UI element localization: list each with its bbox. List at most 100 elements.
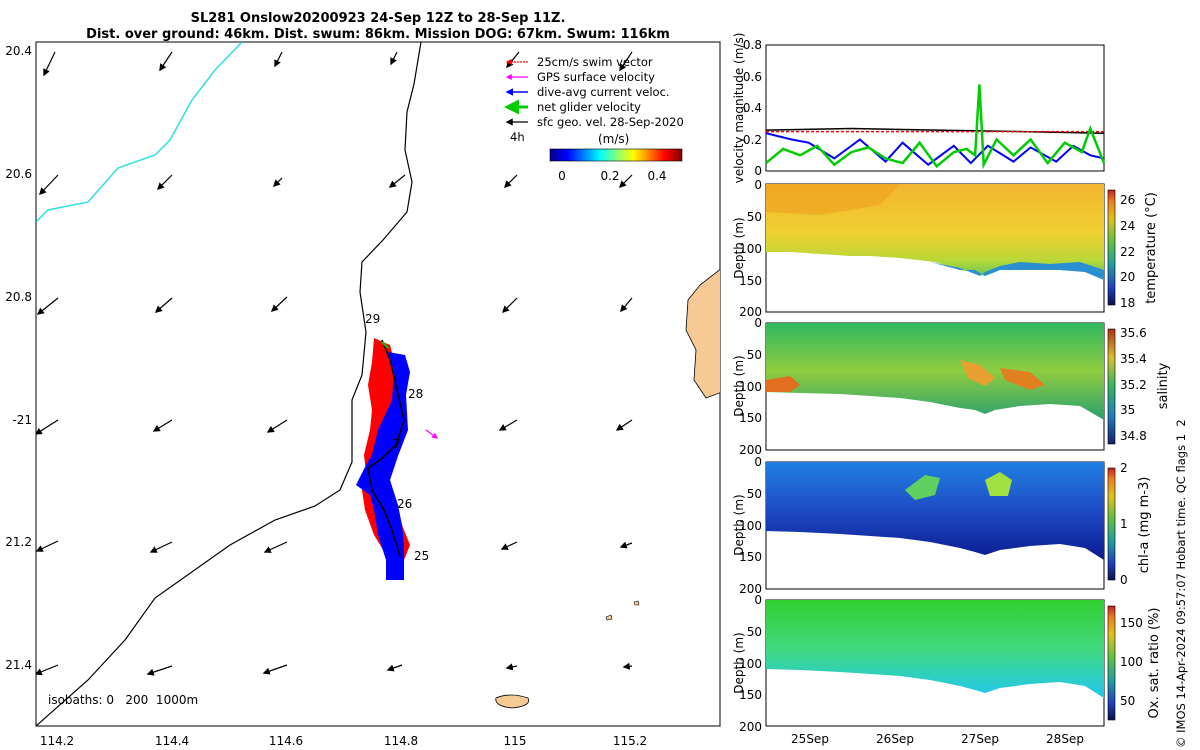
isobath-0m — [36, 42, 243, 223]
legend-label-net: net glider velocity — [537, 100, 641, 114]
geo-arrow — [262, 664, 288, 675]
salinity-colorbar-label: salinity — [1156, 362, 1171, 409]
salinity-high-patch — [766, 376, 800, 392]
geo-arrow — [36, 297, 59, 315]
geo-arrow — [156, 174, 173, 191]
oxygen-y-tick: 50 — [747, 625, 762, 639]
map-legend: 25cm/s swim vector GPS surface velocity … — [504, 55, 684, 144]
temperature-colorbar — [1107, 189, 1116, 306]
temperature-colorbar-tick: 18 — [1120, 296, 1135, 310]
salinity-y-tick: 0 — [754, 316, 762, 330]
velocity-panel: 0 0.2 0.4 0.6 0.8 velocity magnitude (m/… — [732, 33, 1106, 183]
time-x-tick: 26Sep — [876, 732, 914, 746]
temperature-y-tick: 50 — [747, 210, 762, 224]
map-panel: 29 28 7 26 25 — [5, 41, 721, 748]
map-colorbar-tick: 0.4 — [647, 169, 666, 183]
chla-colorbar-tick: 2 — [1120, 461, 1128, 475]
temperature-deep — [930, 262, 1104, 280]
geo-arrow — [386, 664, 403, 672]
map-x-tick: 114.2 — [40, 734, 74, 748]
velocity-y-tick: 0.8 — [743, 38, 762, 52]
oxygen-colorbar-label: Ox. sat. ratio (%) — [1147, 608, 1162, 719]
oxygen-y-label: Depth (m) — [732, 632, 746, 693]
salinity-high-patch — [960, 360, 995, 386]
temperature-y-tick: 150 — [739, 274, 762, 288]
chla-y-tick: 0 — [754, 455, 762, 469]
salinity-y-tick: 150 — [739, 411, 762, 425]
chla-y-tick: 150 — [739, 550, 762, 564]
map-y-tick: 20.4 — [5, 44, 32, 58]
land-patch — [685, 269, 720, 399]
temperature-colorbar-tick: 22 — [1120, 245, 1135, 259]
geo-arrow — [36, 419, 59, 435]
geo-arrow — [501, 297, 518, 314]
chla-colorbar-tick: 0 — [1120, 573, 1128, 587]
day-label: 25 — [414, 549, 429, 563]
map-x-axis: 114.2 114.4 114.6 114.8 115 115.2 — [40, 734, 647, 748]
geo-arrow — [620, 297, 633, 313]
chla-y-tick: 100 — [739, 519, 762, 533]
geostrophic-arrow-field — [36, 51, 633, 676]
map-colorbar-tick: 0.2 — [600, 169, 619, 183]
gps-surface-vector — [425, 429, 438, 439]
map-x-tick: 115.2 — [613, 734, 647, 748]
geo-arrow — [149, 541, 173, 553]
salinity-y-tick: 100 — [739, 380, 762, 394]
oxygen-colorbar-tick: 100 — [1120, 655, 1143, 669]
temperature-y-tick: 0 — [754, 178, 762, 192]
geo-arrow — [622, 662, 633, 670]
oxygen-y-tick: 0 — [754, 593, 762, 607]
geo-arrow — [619, 541, 633, 549]
scale-label: 4h — [510, 130, 525, 144]
map-y-tick: 20.6 — [5, 167, 32, 181]
temperature-colorbar-tick: 26 — [1120, 193, 1135, 207]
geo-arrow — [270, 296, 288, 312]
geo-arrow — [152, 419, 173, 432]
chla-max-patch — [905, 475, 940, 500]
geo-arrow — [503, 174, 518, 189]
map-y-tick: 20.8 — [5, 290, 32, 304]
isobath-legend: isobaths: 0 200 1000m — [48, 693, 198, 707]
oxygen-y-tick: 200 — [739, 720, 762, 734]
chla-panel: 0 50 100 150 200 Depth (m) 0 1 2 chl-a (… — [732, 455, 1152, 596]
map-y-tick: -21 — [12, 413, 32, 427]
geo-arrow — [390, 51, 398, 66]
geo-arrow — [36, 664, 59, 676]
map-y-tick: 21.4 — [5, 658, 32, 672]
salinity-panel: 0 50 100 150 200 Depth (m) 34.8 35 35.2 … — [732, 316, 1171, 457]
salinity-colorbar-tick: 35 — [1120, 403, 1135, 417]
velocity-frame — [765, 44, 1105, 172]
legend-label-swim: 25cm/s swim vector — [537, 55, 653, 69]
temperature-y-label: Depth (m) — [732, 217, 746, 278]
velocity-y-tick: 0.4 — [743, 101, 762, 115]
time-x-tick: 27Sep — [961, 732, 999, 746]
map-x-tick: 114.6 — [269, 734, 303, 748]
legend-label-dive: dive-avg current veloc. — [537, 85, 670, 99]
figure-title-line1: SL281 Onslow20200923 24-Sep 12Z to 28-Se… — [191, 11, 566, 26]
land-patch — [605, 614, 613, 621]
map-x-tick: 114.8 — [384, 734, 418, 748]
map-colorbar: (m/s) 0 0.2 0.4 — [549, 132, 683, 183]
isobath-200m — [36, 42, 422, 726]
oxygen-y-tick: 100 — [739, 657, 762, 671]
oxygen-panel: 0 50 100 150 200 Depth (m) 50 100 150 Ox… — [732, 593, 1162, 746]
velocity-series-line — [765, 132, 1105, 166]
oxygen-colorbar-tick: 150 — [1120, 616, 1143, 630]
map-y-tick: 21.2 — [5, 535, 32, 549]
velocity-series-line — [765, 84, 1106, 170]
legend-label-gps: GPS surface velocity — [537, 70, 655, 84]
temperature-colorbar-tick: 20 — [1120, 270, 1135, 284]
salinity-y-tick: 50 — [747, 348, 762, 362]
land-patch — [495, 694, 530, 709]
salinity-colorbar — [1107, 328, 1116, 445]
geo-arrow — [154, 297, 173, 313]
legend-label-geo: sfc geo. vel. 28-Sep-2020 — [537, 115, 684, 129]
net-glider-vector — [381, 341, 389, 349]
velocity-series-group — [765, 84, 1106, 170]
salinity-high-patch — [1000, 368, 1045, 390]
salinity-field — [766, 323, 1104, 420]
temperature-panel: 0 50 100 150 200 Depth (m) 18 20 22 24 2… — [732, 178, 1159, 319]
geo-arrow — [272, 177, 283, 188]
geo-arrow — [266, 419, 288, 433]
geo-arrow — [388, 174, 406, 188]
